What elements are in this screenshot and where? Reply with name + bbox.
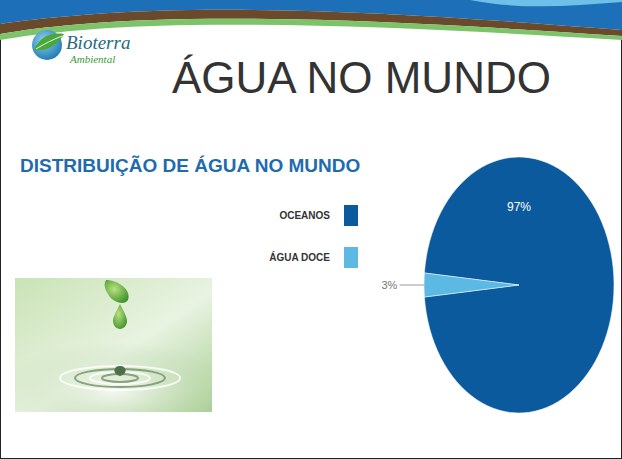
chart-title: DISTRIBUIÇÃO DE ÁGUA NO MUNDO [20,155,360,176]
legend-label: OCEANOS [279,210,330,221]
logo: BioterraAmbiental [32,30,130,65]
pie-slice [424,157,614,413]
picture-background [15,278,212,412]
background [0,0,622,459]
slide: BioterraAmbiental ÁGUA NO MUNDO DISTRIBUIÇ… [0,0,622,459]
leader-line [400,285,424,286]
frame [1,1,622,459]
slide-title: ÁGUA NO MUNDO [172,53,551,102]
pie [424,157,614,413]
splash [114,366,125,376]
data-label: 3% [381,279,397,291]
logo-leaf [34,34,64,51]
legend-label: ÁGUA DOCE [269,251,330,263]
legend: OCEANOS ÁGUA DOCE [269,205,358,268]
top-wave-light [470,0,622,6]
pie-slice [424,273,519,297]
logo-text: Bioterra [66,32,130,53]
logo-subtitle: Ambiental [69,53,115,65]
data-label: 97% [507,200,531,214]
drop [113,304,127,329]
logo-leaf-vein [36,36,62,49]
data-labels: 97% 3% [381,200,531,291]
leaf-tip [105,280,129,303]
water-picture [15,278,212,412]
ripple [60,366,180,390]
picture-water [15,330,212,412]
legend-swatch [344,247,358,268]
legend-swatch [344,205,358,226]
